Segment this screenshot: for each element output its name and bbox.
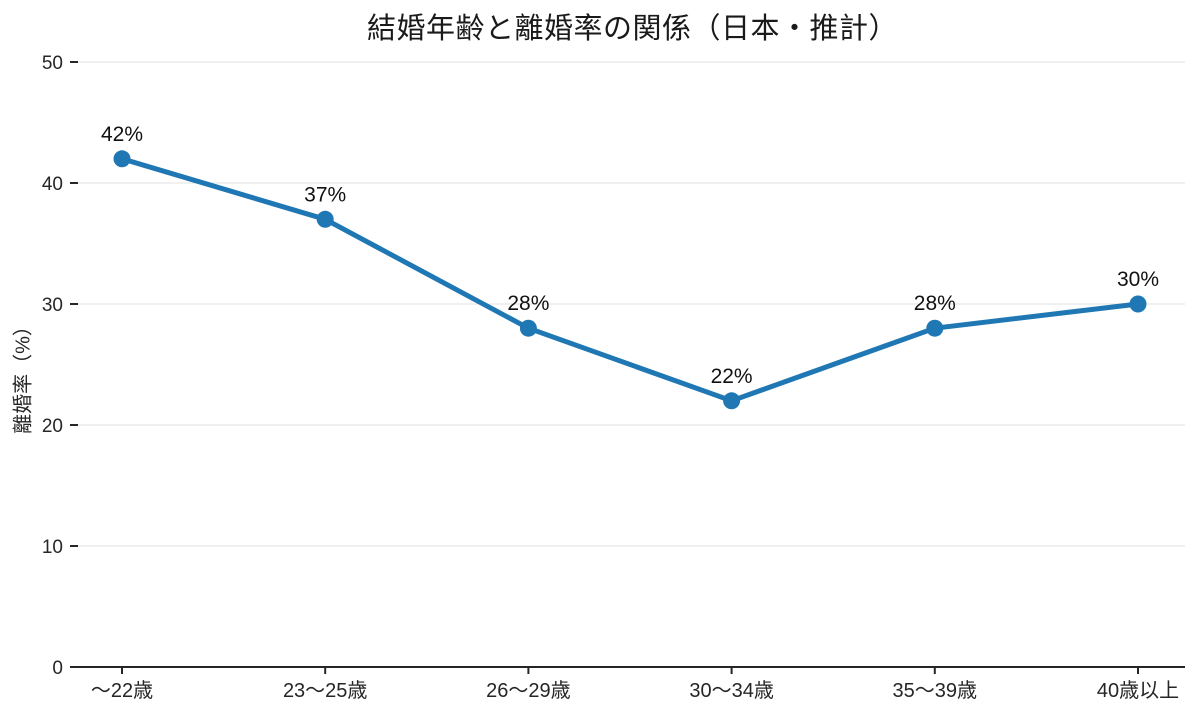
data-point <box>926 319 944 337</box>
x-tick-label: 30〜34歳 <box>689 679 774 702</box>
x-tick-label: 26〜29歳 <box>486 679 571 702</box>
data-point <box>723 392 741 410</box>
y-tick-label: 10 <box>42 537 63 558</box>
y-tick-label: 40 <box>42 174 63 195</box>
data-point <box>113 150 131 168</box>
y-tick-label: 0 <box>52 658 63 679</box>
y-tick-label: 20 <box>42 416 63 437</box>
data-point <box>519 319 537 337</box>
x-tick-label: 23〜25歳 <box>283 679 368 702</box>
y-tick-label: 50 <box>42 53 63 74</box>
data-point <box>316 210 334 228</box>
x-tick-label: 〜22歳 <box>91 679 153 702</box>
data-point <box>1129 295 1147 313</box>
x-tick-label: 40歳以上 <box>1097 679 1179 702</box>
data-point-label: 30% <box>1117 268 1159 291</box>
chart-title: 結婚年齢と離婚率の関係（日本・推計） <box>366 13 898 45</box>
data-point-label: 37% <box>304 183 346 206</box>
data-point-label: 42% <box>101 123 143 146</box>
x-tick-label: 35〜39歳 <box>893 679 978 702</box>
data-line <box>119 156 1141 404</box>
data-point-label: 28% <box>507 292 549 315</box>
data-point-label: 22% <box>711 365 753 388</box>
data-point-label: 28% <box>914 292 956 315</box>
y-tick-label: 30 <box>42 295 63 316</box>
